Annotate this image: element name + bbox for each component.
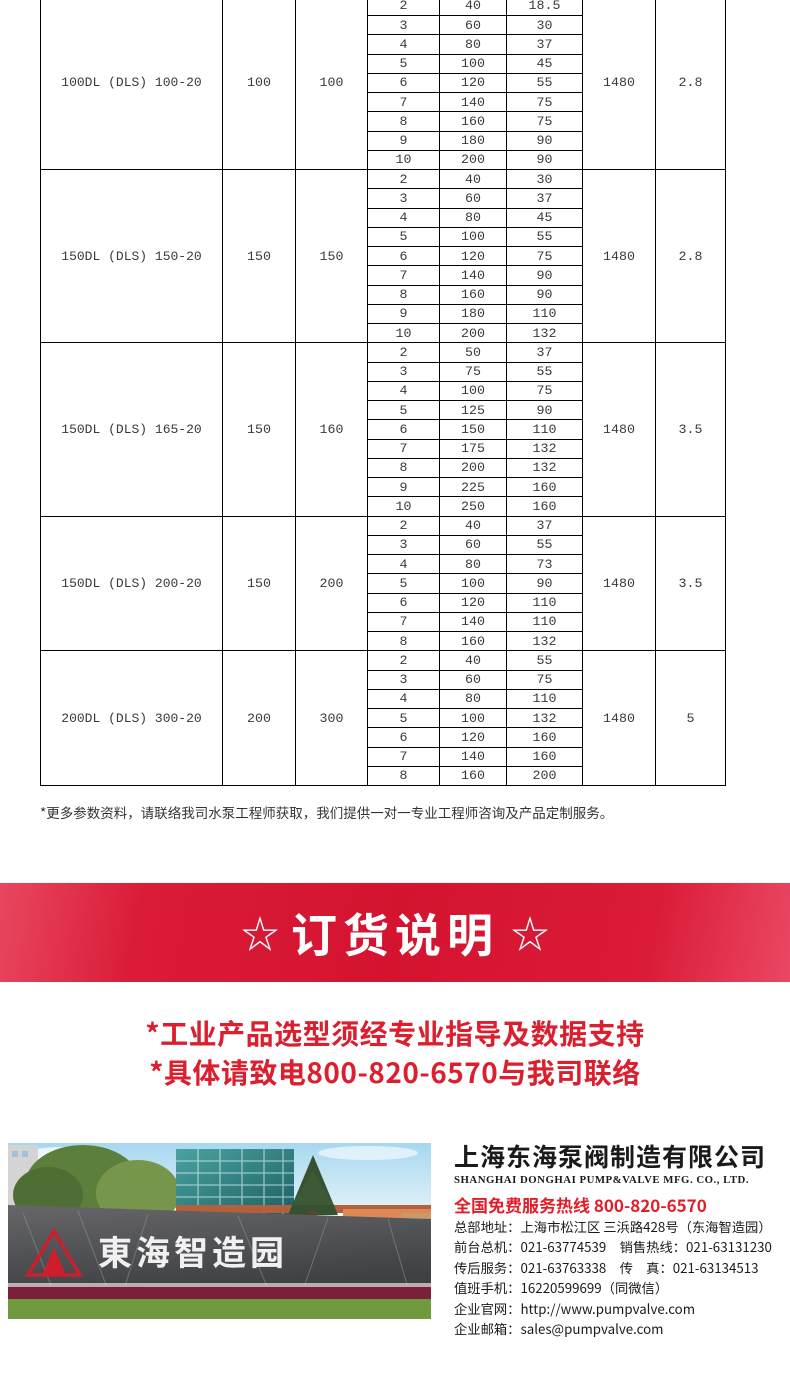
svg-text:東海智造园: 東海智造园 (98, 1226, 288, 1275)
